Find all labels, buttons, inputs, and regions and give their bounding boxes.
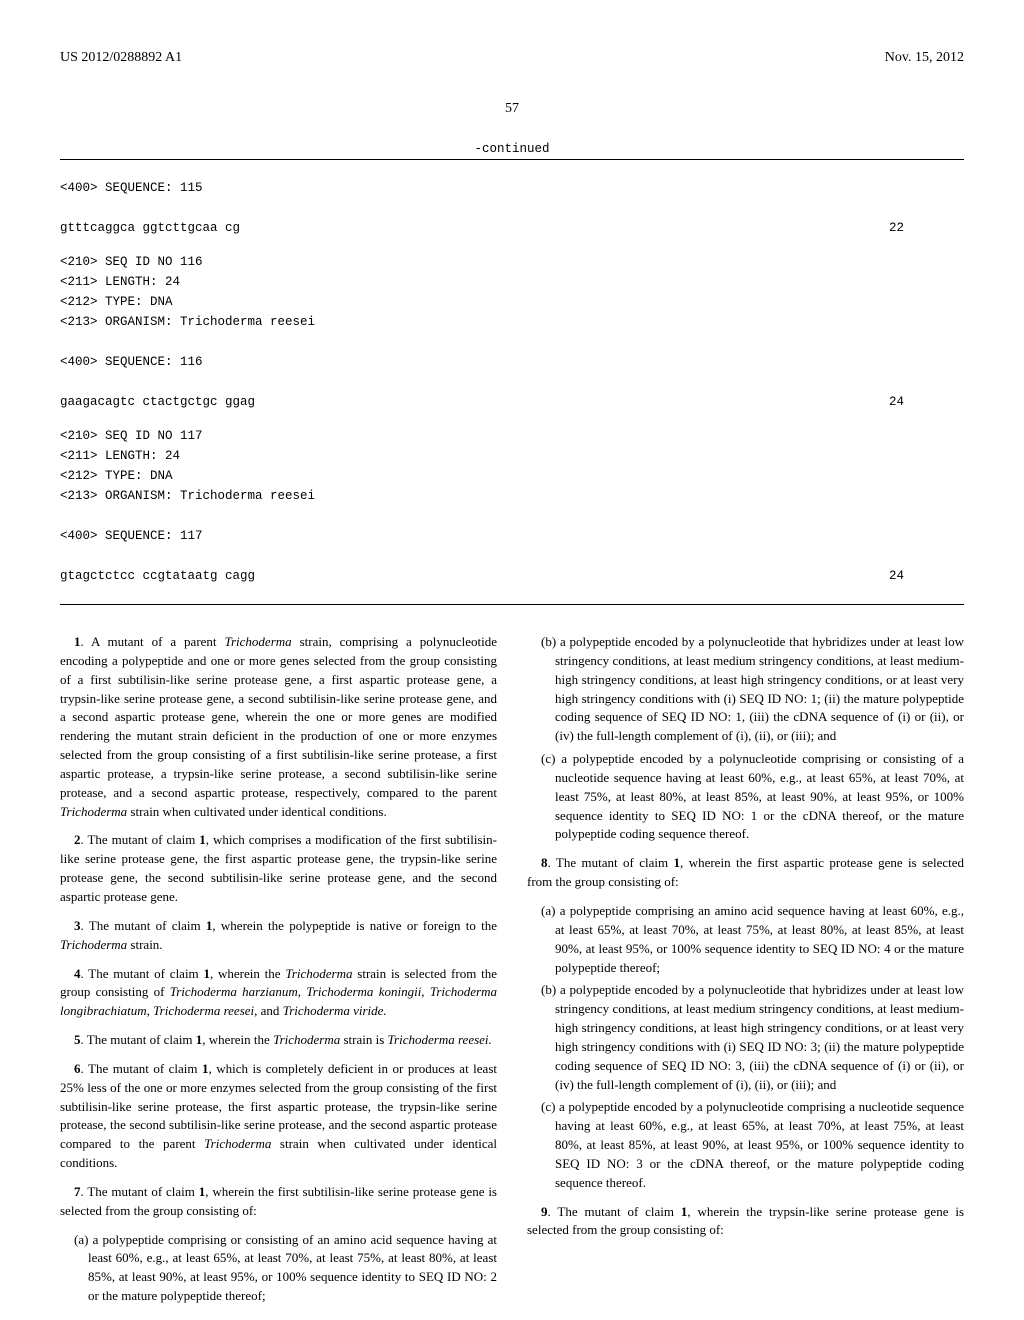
- sequence-block: <210> SEQ ID NO 116 <211> LENGTH: 24 <21…: [60, 252, 964, 412]
- seq-num: 22: [889, 218, 904, 238]
- seq-header: <400> SEQUENCE: 117: [60, 526, 964, 546]
- seq-data-line: gtagctctcc ccgtataatg cagg 24: [60, 566, 964, 586]
- left-column: 1. A mutant of a parent Trichoderma stra…: [60, 633, 497, 1310]
- seq-data: gtagctctcc ccgtataatg cagg: [60, 566, 255, 586]
- claim-sub-b: (b) a polypeptide encoded by a polynucle…: [541, 981, 964, 1094]
- seq-num: 24: [889, 566, 904, 586]
- seq-header: <400> SEQUENCE: 115: [60, 178, 964, 198]
- claim-sub-c: (c) a polypeptide encoded by a polynucle…: [541, 750, 964, 844]
- seq-num: 24: [889, 392, 904, 412]
- claim-1: 1. A mutant of a parent Trichoderma stra…: [60, 633, 497, 821]
- seq-meta: <213> ORGANISM: Trichoderma reesei: [60, 486, 964, 506]
- sequence-block: <210> SEQ ID NO 117 <211> LENGTH: 24 <21…: [60, 426, 964, 586]
- claim-9: 9. The mutant of claim 1, wherein the tr…: [527, 1203, 964, 1241]
- claim-6: 6. The mutant of claim 1, which is compl…: [60, 1060, 497, 1173]
- seq-data: gtttcaggca ggtcttgcaa cg: [60, 218, 240, 238]
- seq-meta: <210> SEQ ID NO 116: [60, 252, 964, 272]
- seq-header: <400> SEQUENCE: 116: [60, 352, 964, 372]
- right-column: (b) a polypeptide encoded by a polynucle…: [527, 633, 964, 1310]
- seq-meta: <212> TYPE: DNA: [60, 292, 964, 312]
- seq-meta: <211> LENGTH: 24: [60, 272, 964, 292]
- claim-8: 8. The mutant of claim 1, wherein the fi…: [527, 854, 964, 892]
- claim-sub-a: (a) a polypeptide comprising or consisti…: [74, 1231, 497, 1306]
- seq-data: gaagacagtc ctactgctgc ggag: [60, 392, 255, 412]
- sequence-listing: <400> SEQUENCE: 115 gtttcaggca ggtcttgca…: [60, 159, 964, 605]
- seq-data-line: gaagacagtc ctactgctgc ggag 24: [60, 392, 964, 412]
- doc-id: US 2012/0288892 A1: [60, 50, 182, 66]
- sequence-block: <400> SEQUENCE: 115 gtttcaggca ggtcttgca…: [60, 178, 964, 238]
- seq-data-line: gtttcaggca ggtcttgcaa cg 22: [60, 218, 964, 238]
- claim-5: 5. The mutant of claim 1, wherein the Tr…: [60, 1031, 497, 1050]
- claim-3: 3. The mutant of claim 1, wherein the po…: [60, 917, 497, 955]
- page-number: 57: [60, 101, 964, 117]
- seq-meta: <212> TYPE: DNA: [60, 466, 964, 486]
- claim-sub-c: (c) a polypeptide encoded by a polynucle…: [541, 1098, 964, 1192]
- claim-sub-b: (b) a polypeptide encoded by a polynucle…: [541, 633, 964, 746]
- claim-sub-a: (a) a polypeptide comprising an amino ac…: [541, 902, 964, 977]
- seq-meta: <211> LENGTH: 24: [60, 446, 964, 466]
- claim-7: 7. The mutant of claim 1, wherein the fi…: [60, 1183, 497, 1221]
- claims-columns: 1. A mutant of a parent Trichoderma stra…: [60, 633, 964, 1310]
- seq-meta: <210> SEQ ID NO 117: [60, 426, 964, 446]
- doc-date: Nov. 15, 2012: [885, 50, 964, 66]
- claim-2: 2. The mutant of claim 1, which comprise…: [60, 831, 497, 906]
- seq-meta: <213> ORGANISM: Trichoderma reesei: [60, 312, 964, 332]
- page-header: US 2012/0288892 A1 Nov. 15, 2012: [60, 50, 964, 66]
- claim-4: 4. The mutant of claim 1, wherein the Tr…: [60, 965, 497, 1022]
- continued-label: -continued: [60, 142, 964, 156]
